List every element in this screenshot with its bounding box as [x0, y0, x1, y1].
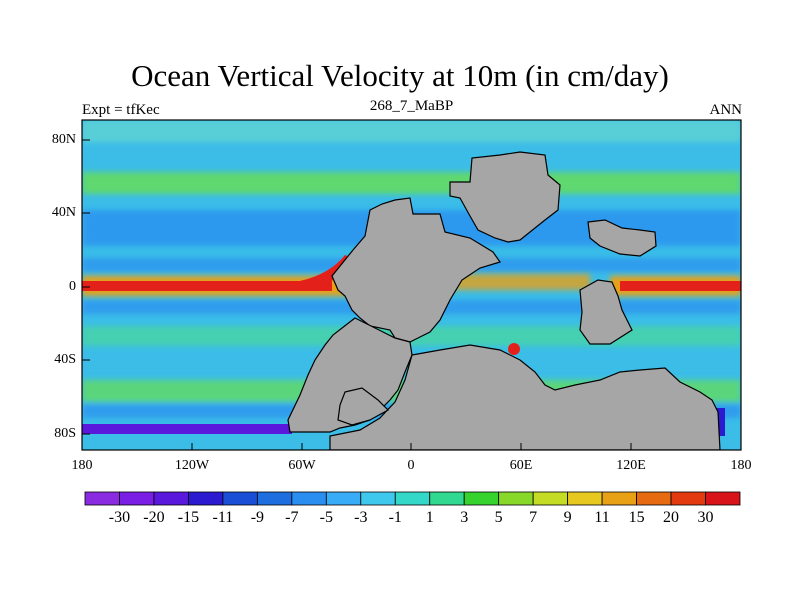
colorbar-swatch — [498, 491, 534, 506]
northern-green-band — [82, 172, 741, 194]
equatorial-upwelling — [82, 255, 741, 436]
colorbar-swatch — [360, 491, 396, 506]
y-tick-label: 80S — [54, 426, 76, 441]
colorbar-swatch — [119, 491, 155, 506]
colorbar-swatch — [705, 491, 741, 506]
colorbar-swatch — [601, 491, 637, 506]
x-tick-label: 120E — [616, 458, 646, 473]
colorbar-swatch — [291, 491, 327, 506]
colorbar-swatch — [636, 491, 672, 506]
colorbar-label: 11 — [594, 509, 610, 526]
land-mass-south-inlet — [337, 387, 389, 426]
colorbar-label: 3 — [460, 509, 469, 526]
colorbar-swatch — [567, 491, 603, 506]
colorbar-label: -11 — [212, 509, 234, 526]
colorbar-label: -5 — [319, 509, 333, 526]
colorbar-label: -30 — [108, 509, 131, 526]
colorbar-swatch — [188, 491, 224, 506]
arctic-band — [82, 120, 741, 142]
colorbar-swatch — [84, 491, 120, 506]
colorbar-swatch — [429, 491, 465, 506]
experiment-label: Expt = tfKec — [82, 102, 160, 118]
y-tick-label: 40S — [54, 352, 76, 367]
colorbar-label: 30 — [697, 509, 714, 526]
y-tick-label: 40N — [51, 205, 76, 220]
period-label: 268_7_MaBP — [369, 98, 454, 114]
map-title: Ocean Vertical Velocity at 10m (in cm/da… — [131, 58, 669, 93]
land-masses — [287, 151, 721, 450]
land-mass-north — [449, 151, 561, 243]
colorbar-label: 7 — [529, 509, 538, 526]
land-mass-south — [329, 344, 721, 450]
x-tick-label: 60E — [509, 458, 533, 473]
colorbar-swatch — [532, 491, 569, 506]
colorbar-swatch — [222, 491, 258, 506]
colorbar-label: 1 — [425, 509, 434, 526]
land-mass-west — [331, 197, 501, 343]
island-east-2 — [587, 219, 657, 257]
y-tick-label: 0 — [69, 279, 76, 294]
x-tick-label: 0 — [407, 458, 415, 473]
plot-area — [82, 120, 741, 450]
colorbar-label: -20 — [143, 509, 165, 526]
island-east-1 — [579, 279, 633, 345]
colorbar-label: -1 — [388, 509, 402, 526]
colorbar — [84, 491, 741, 506]
x-tick-label: 60W — [288, 458, 316, 473]
colorbar-label: 20 — [663, 509, 680, 526]
season-label: ANN — [709, 102, 743, 118]
colorbar-swatch — [394, 491, 431, 506]
x-tick-label: 120W — [174, 458, 210, 473]
colorbar-swatch — [325, 491, 362, 506]
colorbar-label: 5 — [494, 509, 503, 526]
y-tick-label: 80N — [51, 132, 76, 147]
axis-ticks — [81, 139, 742, 450]
colorbar-label: -7 — [285, 509, 299, 526]
colorbar-label: -9 — [250, 509, 265, 526]
colorbar-swatch — [670, 491, 706, 506]
x-tick-label: 180 — [730, 458, 752, 473]
colorbar-label: -3 — [354, 509, 368, 526]
x-tick-label: 180 — [71, 458, 93, 473]
colorbar-swatch — [153, 491, 189, 506]
colorbar-label: 9 — [563, 509, 572, 526]
colorbar-swatch — [463, 491, 500, 506]
colorbar-label: -15 — [177, 509, 200, 526]
colorbar-swatch — [256, 491, 293, 506]
colorbar-label: 15 — [628, 509, 645, 526]
